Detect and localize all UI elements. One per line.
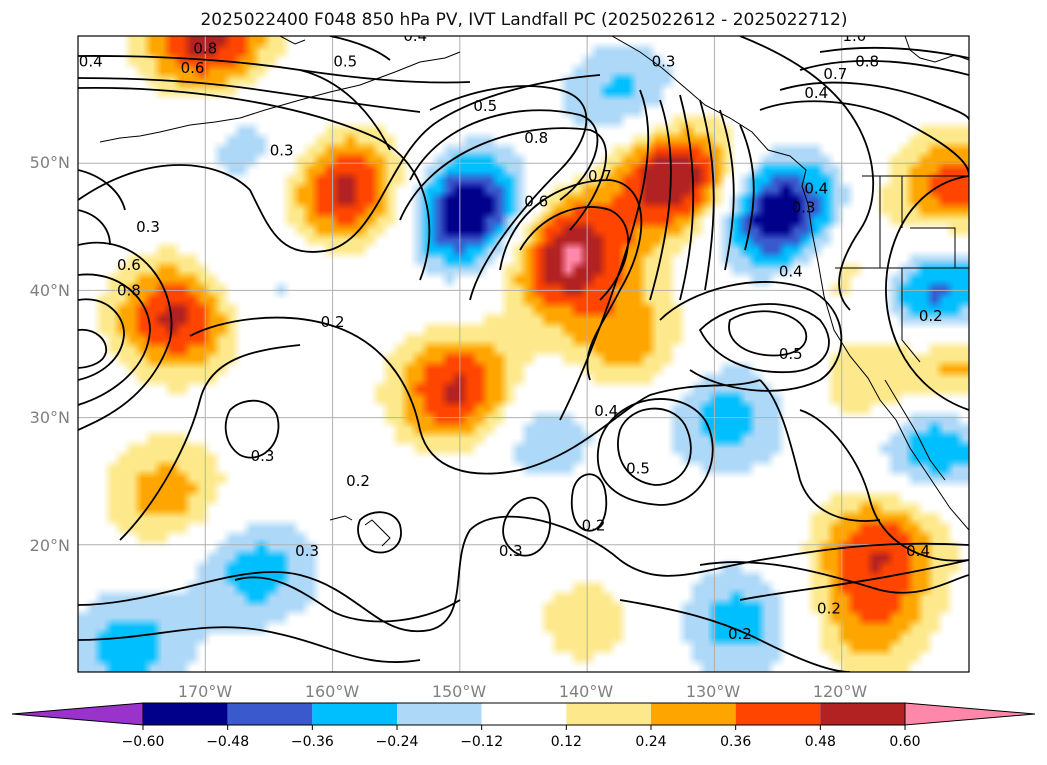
map-area: 0.40.80.6 0.50.40.31.00.80.70.40.50.80.70… [78,27,969,672]
x-tick-label: 160°W [305,682,360,701]
colorbar-tick-label: −0.60 [122,734,165,750]
y-tick-label: 20°N [30,536,70,555]
contour-label: 0.4 [403,27,427,45]
contour-label: 1.0 [843,27,867,45]
contour-label: 0.4 [804,180,828,198]
contour-label: 0.4 [804,84,828,102]
colorbar-tick-label: 0.12 [551,734,582,750]
contour-label: 0.3 [136,218,160,236]
contour-label: 0.3 [295,542,319,560]
contour-label: 0.8 [524,129,548,147]
contour-label: 0.4 [906,542,930,560]
y-tick-label: 40°N [30,281,70,300]
contour-label: 0.5 [473,97,497,115]
y-tick-label: 30°N [30,408,70,427]
colorbar: −0.60 −0.48 −0.36 −0.24 −0.12 0.12 0.24 0.36 0.4… [11,702,1036,750]
contour-label: 0.2 [817,599,841,617]
contour-lines [78,36,969,672]
contour-label: 0.5 [779,345,803,363]
contour-labels: 0.40.80.6 0.50.40.31.00.80.70.40.50.80.70… [79,27,943,643]
x-tick-label: 130°W [686,682,741,701]
contour-label: 0.3 [652,52,676,70]
colorbar-tick-label: −0.36 [291,734,334,750]
x-tick-label: 150°W [432,682,487,701]
colorbar-segment [651,703,736,725]
colorbar-tick-label: 0.24 [635,734,666,750]
contour-label: 0.3 [499,542,523,560]
contour-label: 0.7 [823,65,847,83]
map-frame [77,35,970,673]
colorbar-segment [820,703,905,725]
contour-label: 0.8 [193,40,217,58]
colorbar-tick-label: −0.12 [460,734,503,750]
contour-label: 0.7 [588,167,612,185]
contour-label: 0.8 [855,52,879,70]
contour-label: 0.2 [346,472,370,490]
contour-label: 0.3 [792,199,816,217]
colorbar-frame [142,702,906,726]
x-tick-label: 140°W [559,682,614,701]
contour-label: 0.2 [582,517,606,535]
colorbar-tick-label: 0.48 [805,734,836,750]
colorbar-segment [143,703,228,725]
colorbar-segment [735,703,821,725]
colorbar-segment [481,703,567,725]
y-tick-label: 50°N [30,153,70,172]
contour-label: 0.4 [79,52,103,70]
colorbar-segment [566,703,651,725]
coastlines [99,36,969,547]
colorbar-tick-label: 0.60 [889,734,920,750]
contour-label: 0.4 [594,402,618,420]
colorbar-extend-min [11,702,144,726]
y-axis: 50°N 40°N 30°N 20°N [30,153,70,555]
contour-label: 0.4 [779,262,803,280]
contour-label: 0.5 [333,52,357,70]
contour-label: 0.6 [181,59,205,77]
contour-label: 0.2 [728,625,752,643]
colorbar-tick-label: −0.24 [376,734,419,750]
contour-label: 0.3 [270,141,294,159]
contour-label: 0.6 [524,192,548,210]
colorbar-extend-max [904,702,1036,726]
colorbar-segment [227,703,313,725]
colorbar-tick-label: 0.36 [720,734,751,750]
contour-label: 0.2 [321,313,345,331]
pv-shading [78,36,969,672]
colorbar-segment [397,703,482,725]
contour-label: 0.8 [117,281,141,299]
contour-label: 0.3 [251,447,275,465]
chart-title: 2025022400 F048 850 hPa PV, IVT Landfall… [200,10,847,30]
x-tick-label: 120°W [813,682,868,701]
x-tick-label: 170°W [178,682,233,701]
pv-field-image [78,36,969,672]
colorbar-tick-label: −0.48 [206,734,249,750]
contour-label: 0.2 [919,307,943,325]
x-axis: 170°W 160°W 150°W 140°W 130°W 120°W [178,682,868,701]
contour-label: 0.6 [117,256,141,274]
colorbar-segment [312,703,397,725]
contour-label: 0.5 [626,459,650,477]
